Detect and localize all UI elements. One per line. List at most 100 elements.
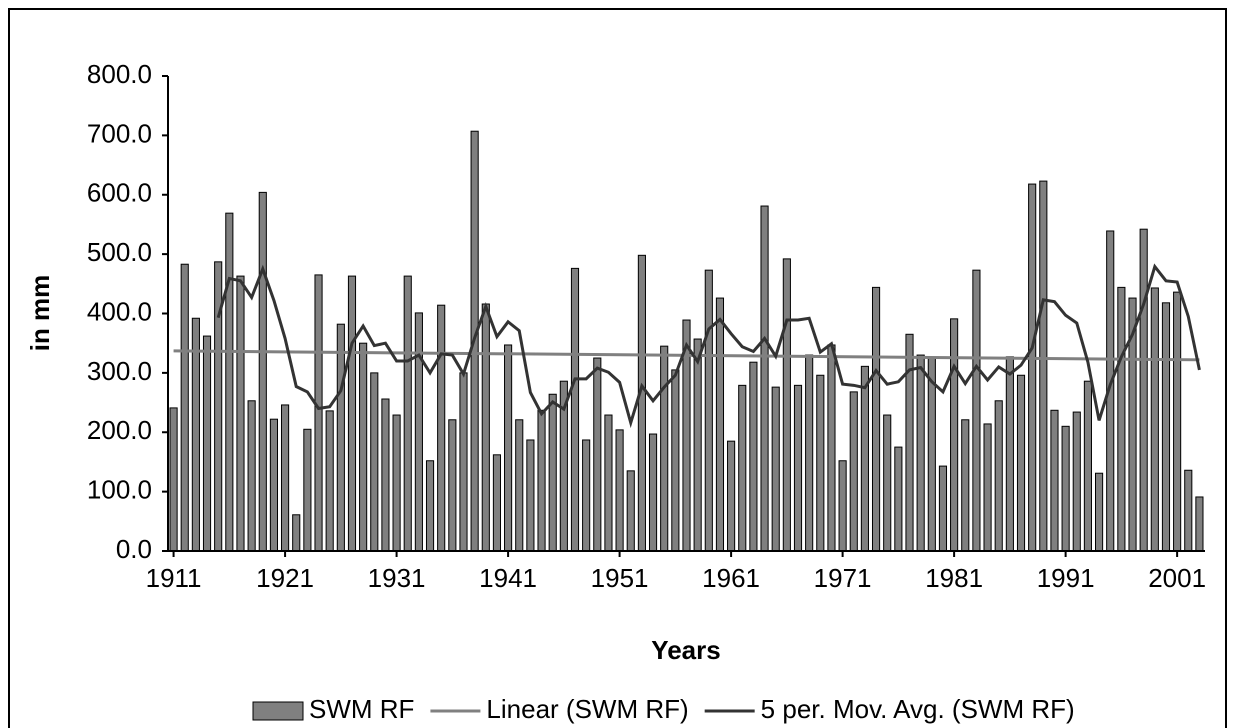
y-tick-label: 300.0 xyxy=(87,356,152,386)
chart-border xyxy=(8,8,1227,728)
bar xyxy=(582,439,591,552)
bar xyxy=(671,369,680,552)
x-tick-label: 1911 xyxy=(146,563,202,593)
bar xyxy=(637,254,646,552)
bar xyxy=(526,439,535,552)
x-tick-label: 1941 xyxy=(479,563,537,593)
bar xyxy=(1083,380,1092,552)
bar xyxy=(169,407,178,552)
bar xyxy=(281,404,290,552)
bar xyxy=(615,429,624,552)
bar xyxy=(593,357,602,552)
bar xyxy=(504,344,513,552)
bar xyxy=(381,398,390,552)
bar xyxy=(760,205,769,552)
legend-label: Linear (SWM RF) xyxy=(486,694,688,724)
bar xyxy=(258,191,267,552)
bar xyxy=(648,433,658,552)
bar xyxy=(1139,228,1148,552)
bar xyxy=(392,414,401,552)
bar xyxy=(715,297,725,552)
bar xyxy=(1039,180,1048,552)
y-tick-label: 0.0 xyxy=(116,534,152,564)
bar xyxy=(191,317,200,552)
bar xyxy=(738,384,747,552)
x-tick-label: 1931 xyxy=(368,563,426,593)
bar xyxy=(336,323,345,552)
x-tick-label: 1971 xyxy=(814,563,872,593)
y-tick-label: 100.0 xyxy=(87,475,152,505)
bar xyxy=(1016,374,1026,552)
bar xyxy=(727,440,736,552)
bar xyxy=(838,460,847,552)
x-tick-label: 1951 xyxy=(591,563,649,593)
x-tick-label: 1961 xyxy=(702,563,760,593)
bar xyxy=(1095,472,1104,552)
bar xyxy=(292,514,301,552)
bar xyxy=(827,344,836,552)
bar xyxy=(771,386,780,552)
bar xyxy=(704,269,713,552)
bar xyxy=(894,446,903,552)
bar xyxy=(805,354,814,552)
legend-label: SWM RF xyxy=(309,694,414,724)
x-tick-label: 1921 xyxy=(256,563,314,593)
bar xyxy=(492,454,502,552)
x-tick-label: 1991 xyxy=(1037,563,1095,593)
bar xyxy=(849,391,858,552)
y-tick-label: 800.0 xyxy=(87,59,152,89)
y-tick-label: 400.0 xyxy=(87,296,152,326)
bar xyxy=(816,374,825,552)
x-axis-title: Years xyxy=(651,635,720,665)
bar xyxy=(782,258,791,552)
bar xyxy=(403,275,412,552)
bar xyxy=(548,393,557,552)
bar xyxy=(202,335,212,552)
bar xyxy=(1050,409,1059,552)
bar xyxy=(860,365,869,552)
line xyxy=(173,349,1200,362)
bar xyxy=(961,419,970,552)
bar xyxy=(1161,302,1171,552)
bar xyxy=(537,409,546,552)
bar xyxy=(1184,469,1193,552)
bar xyxy=(660,345,669,552)
bar xyxy=(414,312,423,552)
bar xyxy=(236,275,245,552)
bar xyxy=(448,419,457,552)
bar xyxy=(938,465,948,552)
legend-swatch xyxy=(252,701,304,721)
bar xyxy=(347,275,357,552)
bar xyxy=(1072,411,1081,552)
bar xyxy=(180,263,189,552)
bar xyxy=(1061,425,1070,552)
bar xyxy=(626,470,635,552)
bar xyxy=(269,418,278,552)
x-tick-label: 1981 xyxy=(925,563,983,593)
bar xyxy=(481,303,490,552)
line xyxy=(216,263,1201,429)
bar xyxy=(370,372,379,552)
y-tick-label: 600.0 xyxy=(87,178,152,208)
bar xyxy=(983,423,992,552)
bar xyxy=(437,304,446,552)
bar xyxy=(515,419,524,552)
bar xyxy=(916,354,925,552)
bar xyxy=(1028,183,1037,552)
bar xyxy=(1005,356,1014,552)
y-tick-label: 700.0 xyxy=(87,118,152,148)
bar xyxy=(359,342,368,552)
bar xyxy=(1150,287,1159,552)
x-tick-label: 2001 xyxy=(1148,563,1206,593)
bar xyxy=(871,286,881,552)
bar xyxy=(793,384,803,552)
bar xyxy=(950,318,959,552)
bar xyxy=(604,414,613,552)
y-axis-title: in mm xyxy=(25,275,55,352)
bar xyxy=(972,269,981,552)
bar xyxy=(225,212,234,552)
bar xyxy=(425,460,435,552)
bar xyxy=(247,400,256,552)
bar xyxy=(1173,291,1182,552)
